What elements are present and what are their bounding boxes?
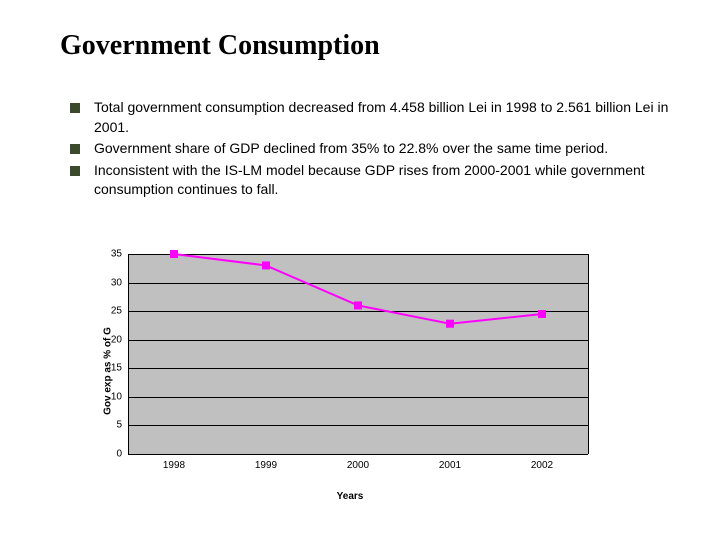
chart-xtick: 2001: [439, 460, 461, 471]
bullet-text: Total government consumption decreased f…: [94, 98, 680, 137]
bullet-marker-icon: [70, 103, 80, 113]
chart-ytick: 15: [111, 363, 122, 374]
bullet-text: Government share of GDP declined from 35…: [94, 139, 680, 159]
chart-line: [174, 254, 542, 324]
bullet-item: Total government consumption decreased f…: [70, 98, 680, 137]
chart-ytick: 35: [111, 249, 122, 260]
bullet-list: Total government consumption decreased f…: [70, 98, 680, 202]
chart-xlabel: Years: [337, 491, 364, 502]
bullet-marker-icon: [70, 144, 80, 154]
chart-container: Gov exp as % of G Years 0510152025303519…: [90, 246, 610, 496]
chart-marker: [262, 261, 270, 269]
chart-ytick: 5: [116, 420, 122, 431]
chart-xtick: 1998: [163, 460, 185, 471]
chart-gridline: [128, 454, 588, 455]
chart-marker: [354, 301, 362, 309]
chart-ytick: 10: [111, 391, 122, 402]
bullet-marker-icon: [70, 166, 80, 176]
chart-xtick: 2000: [347, 460, 369, 471]
bullet-item: Inconsistent with the IS-LM model becaus…: [70, 161, 680, 200]
chart-ytick: 30: [111, 277, 122, 288]
slide-title: Government Consumption: [60, 30, 380, 62]
chart-ytick: 0: [116, 449, 122, 460]
chart-plot-area: 0510152025303519981999200020012002: [128, 254, 588, 454]
chart-marker: [446, 320, 454, 328]
chart-xtick: 2002: [531, 460, 553, 471]
chart-ytick: 25: [111, 306, 122, 317]
chart-series: [128, 254, 588, 454]
chart-marker: [170, 250, 178, 258]
chart-ytick: 20: [111, 334, 122, 345]
chart-marker: [538, 310, 546, 318]
bullet-text: Inconsistent with the IS-LM model becaus…: [94, 161, 680, 200]
chart-xtick: 1999: [255, 460, 277, 471]
bullet-item: Government share of GDP declined from 35…: [70, 139, 680, 159]
chart-border: [588, 254, 589, 454]
